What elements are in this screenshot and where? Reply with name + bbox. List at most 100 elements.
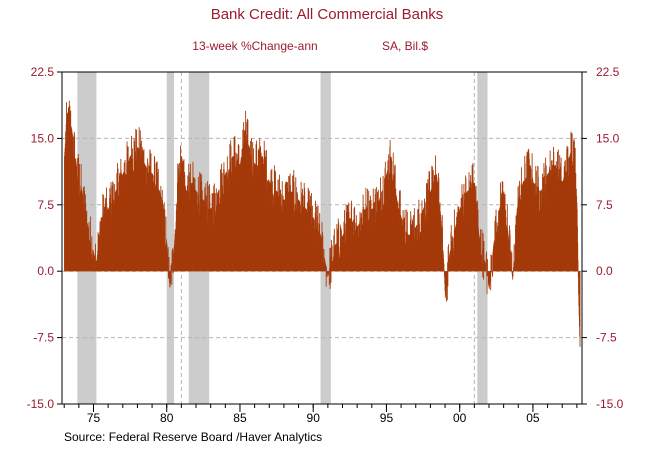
- bar-1503: [487, 271, 489, 277]
- bar-1236: [412, 221, 414, 272]
- bar-1530: [495, 216, 496, 272]
- bar-386: [172, 271, 174, 273]
- bar-943: [329, 271, 331, 289]
- bar-1514: [490, 254, 492, 272]
- bar-121: [98, 233, 100, 272]
- bar-1487: [482, 263, 484, 272]
- bar-1485: [482, 271, 484, 278]
- x-tick-label-2: 85: [233, 411, 247, 425]
- bars-group: [64, 100, 581, 347]
- bar-1080: [368, 190, 370, 272]
- bar-867: [308, 191, 310, 272]
- bar-1488: [483, 271, 485, 280]
- y-tick-label-right-4: -7.5: [596, 331, 617, 345]
- bar-950: [331, 245, 333, 272]
- bar-384: [172, 248, 174, 272]
- bar-1483: [481, 249, 483, 272]
- bar-1822: [577, 243, 579, 272]
- y-tick-label-right-5: -15.0: [596, 397, 624, 411]
- bar-1384: [453, 209, 455, 272]
- bar-97: [91, 236, 93, 272]
- plot-frame: [61, 71, 583, 405]
- x-tick-label-6: 05: [526, 411, 540, 425]
- bar-348: [162, 200, 163, 272]
- bar-930: [326, 266, 327, 272]
- bar-109: [94, 271, 96, 272]
- bar-917: [322, 235, 324, 272]
- bar-940: [328, 271, 330, 285]
- bar-110: [95, 243, 96, 272]
- bar-994: [344, 210, 345, 272]
- bar-1370: [449, 250, 451, 272]
- chart-title: Bank Credit: All Commercial Banks: [211, 6, 444, 23]
- bar-1502: [487, 259, 489, 272]
- bar-1357: [446, 271, 448, 289]
- bar-914: [321, 222, 323, 272]
- bar-1500: [486, 271, 488, 295]
- y-ticks-right: 22.5 15.0 7.5 0.0 -7.5 -15.0: [582, 65, 624, 411]
- bar-356: [164, 209, 166, 272]
- y-tick-label-left-3: 0.0: [37, 264, 54, 278]
- bar-1030: [354, 206, 356, 272]
- bar-108: [94, 260, 96, 272]
- x-tick-label-4: 95: [380, 411, 394, 425]
- recession-band-1: [166, 72, 175, 404]
- bar-93: [90, 242, 92, 272]
- x-tick-label-1: 80: [160, 411, 174, 425]
- y-tick-label-right-0: 22.5: [596, 65, 620, 79]
- bar-1498: [486, 251, 487, 272]
- y-tick-label-left-1: 15.0: [31, 131, 55, 145]
- bar-1348: [443, 270, 445, 272]
- bar-1489: [483, 241, 485, 272]
- bar-377: [170, 271, 172, 282]
- x-ticks: 75 80 85 90 95 00 05: [63, 404, 578, 425]
- bar-1517: [491, 255, 493, 272]
- bar-1359: [446, 271, 448, 301]
- y-tick-label-left-0: 22.5: [31, 65, 55, 79]
- bar-1254: [417, 209, 419, 272]
- bar-1361: [447, 271, 449, 287]
- bar-1513: [490, 271, 492, 291]
- bar-869: [308, 190, 310, 272]
- y-tick-label-left-5: -15.0: [27, 397, 55, 411]
- bar-1486: [482, 233, 484, 272]
- y-tick-label-left-2: 7.5: [37, 198, 54, 212]
- bar-1830: [579, 271, 581, 347]
- bar-932: [326, 271, 328, 278]
- bar-1582: [509, 234, 511, 272]
- bar-1373: [450, 225, 452, 272]
- bar-1484: [482, 264, 483, 272]
- bar-1596: [513, 244, 515, 272]
- bar-979: [339, 224, 341, 272]
- bar-1209: [404, 209, 406, 272]
- bar-1477: [480, 229, 481, 272]
- bar-928: [325, 265, 327, 272]
- bar-1347: [443, 263, 445, 272]
- bar-1588: [511, 252, 513, 272]
- bar-946: [330, 271, 332, 283]
- y-tick-label-left-4: -7.5: [33, 331, 54, 345]
- bar-1342: [442, 227, 443, 272]
- bar-1501: [486, 271, 488, 275]
- bar-1823: [577, 260, 579, 272]
- source-note: Source: Federal Reserve Board /Haver Ana…: [64, 430, 322, 444]
- x-tick-label-5: 00: [453, 411, 467, 425]
- y-tick-label-right-2: 7.5: [596, 198, 613, 212]
- bar-1380: [452, 237, 454, 272]
- recession-band-3: [320, 72, 331, 404]
- y-ticks-left: 22.5 15.0 7.5 0.0 -7.5 -15.0: [27, 65, 62, 411]
- bar-370: [168, 271, 170, 279]
- bar-368: [167, 247, 169, 272]
- bar-1583: [509, 260, 511, 272]
- bar-371: [168, 256, 170, 272]
- bar-381: [171, 271, 173, 285]
- bar-1019: [351, 200, 352, 272]
- y-tick-label-right-3: 0.0: [596, 264, 613, 278]
- bar-1593: [512, 271, 514, 272]
- bar-938: [328, 271, 330, 274]
- y-tick-label-right-1: 15.0: [596, 131, 620, 145]
- x-tick-label-3: 90: [307, 411, 321, 425]
- bar-942: [329, 247, 331, 272]
- bar-1520: [492, 271, 494, 275]
